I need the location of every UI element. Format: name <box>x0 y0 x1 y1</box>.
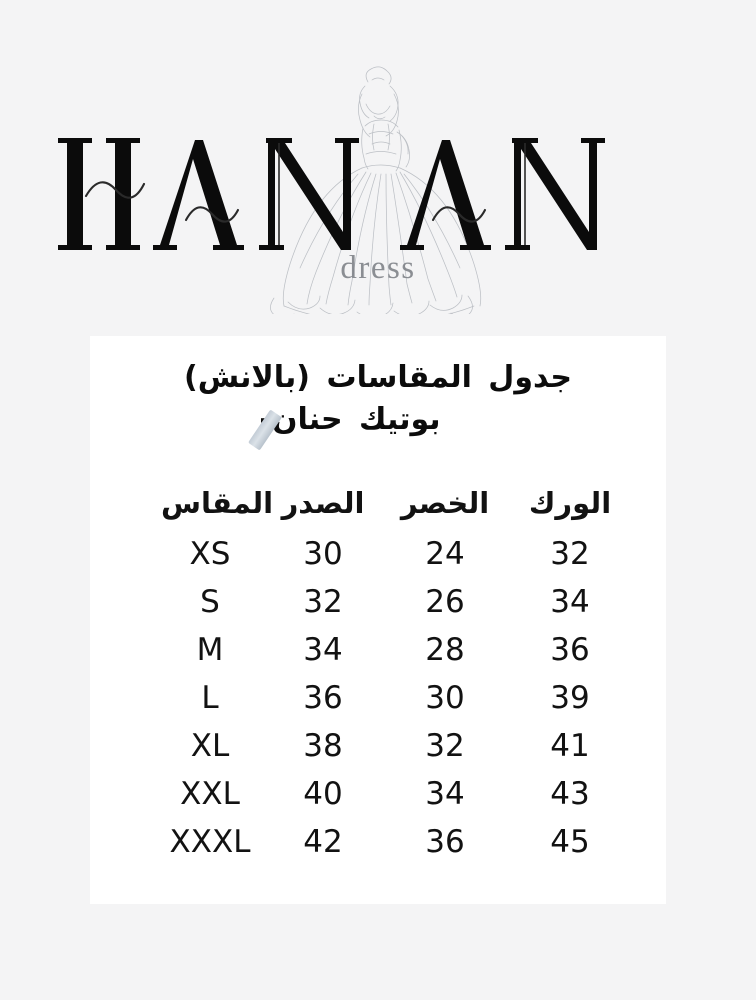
cell-size: XL <box>190 728 230 764</box>
cell-chest: 42 <box>303 824 343 860</box>
size-chart-card: جدول المقاسات (بالانش) بوتيك حنان- المقا… <box>90 336 666 904</box>
cell-hip: 32 <box>550 536 590 572</box>
table-row: L 36 30 39 <box>90 678 666 726</box>
table-row: XXL 40 34 43 <box>90 774 666 822</box>
table-row: XXXL 42 36 45 <box>90 822 666 870</box>
cell-chest: 40 <box>303 776 343 812</box>
cell-size: M <box>196 632 224 668</box>
cell-hip: 41 <box>550 728 590 764</box>
brand-logo: dress <box>0 46 756 322</box>
cell-size: S <box>200 584 220 620</box>
cell-waist: 24 <box>425 536 465 572</box>
column-header-hip: الورك <box>528 486 612 520</box>
table-row: M 34 28 36 <box>90 630 666 678</box>
column-header-waist: الخصر <box>400 486 490 520</box>
cell-waist: 26 <box>425 584 465 620</box>
cell-chest: 32 <box>303 584 343 620</box>
boutique-subtitle: بوتيك حنان- <box>259 402 441 437</box>
cell-size: XS <box>189 536 231 572</box>
cell-waist: 30 <box>425 680 465 716</box>
table-row: S 32 26 34 <box>90 582 666 630</box>
table-row: XL 38 32 41 <box>90 726 666 774</box>
cell-waist: 32 <box>425 728 465 764</box>
table-row: XS 30 24 32 <box>90 534 666 582</box>
cell-chest: 34 <box>303 632 343 668</box>
cell-size: XXL <box>180 776 240 812</box>
table-header-row: المقاس الصدر الخصر الورك <box>90 486 666 534</box>
cell-hip: 34 <box>550 584 590 620</box>
cell-chest: 30 <box>303 536 343 572</box>
cell-waist: 28 <box>425 632 465 668</box>
cell-hip: 36 <box>550 632 590 668</box>
cell-hip: 39 <box>550 680 590 716</box>
column-header-chest: الصدر <box>281 486 365 520</box>
page-title: جدول المقاسات (بالانش) <box>184 360 572 395</box>
column-header-size: المقاس <box>160 486 274 520</box>
cell-size: L <box>201 680 219 716</box>
cell-hip: 45 <box>550 824 590 860</box>
cell-hip: 43 <box>550 776 590 812</box>
size-table: المقاس الصدر الخصر الورك XS 30 24 32 S 32 26 34 M 34 2… <box>90 486 666 870</box>
brand-script-word: dress <box>340 250 416 286</box>
cell-chest: 38 <box>303 728 343 764</box>
cell-size: XXXL <box>169 824 251 860</box>
cell-waist: 34 <box>425 776 465 812</box>
cell-chest: 36 <box>303 680 343 716</box>
cell-waist: 36 <box>425 824 465 860</box>
wordmark-hanan <box>58 138 605 250</box>
